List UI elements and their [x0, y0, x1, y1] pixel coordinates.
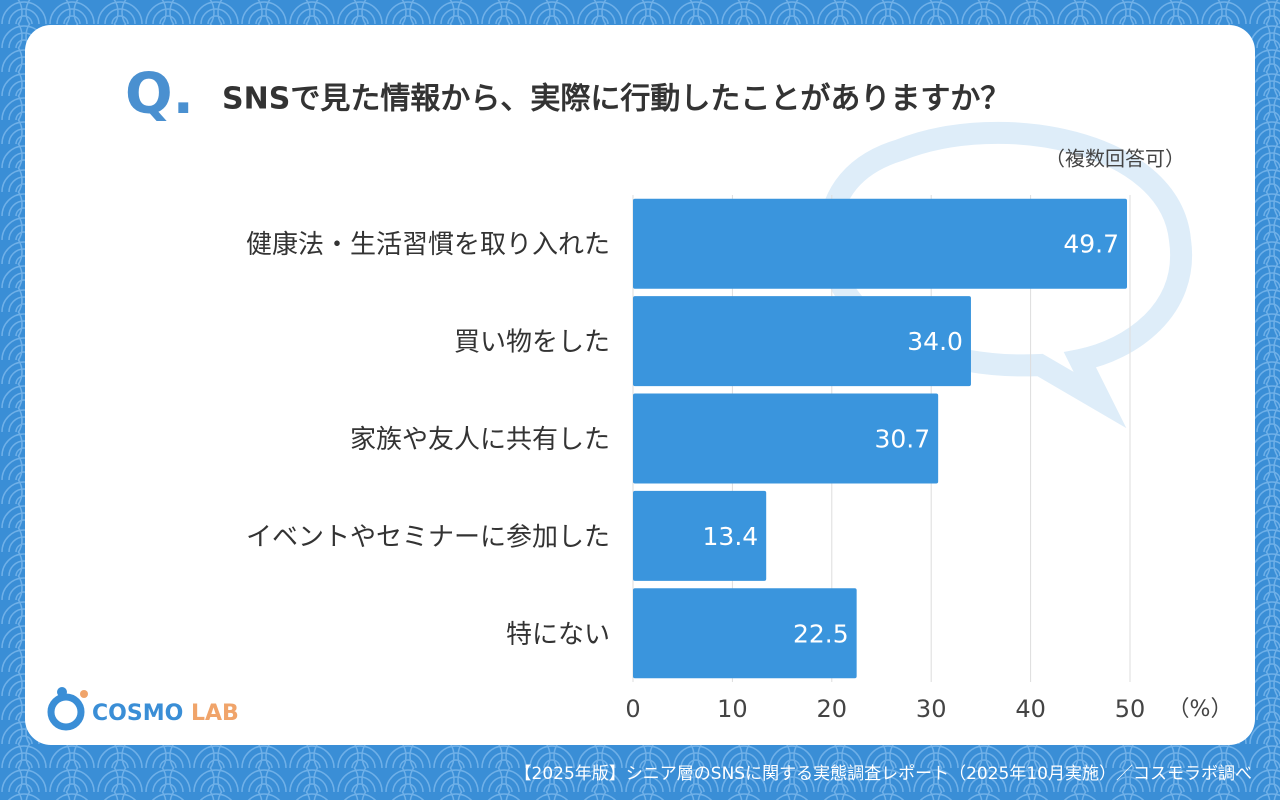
bar	[633, 393, 939, 484]
x-unit: （%）	[1168, 697, 1233, 722]
value-label: 49.7	[1063, 230, 1119, 259]
x-tick-label: 30	[916, 695, 947, 723]
x-tick-label: 40	[1015, 695, 1046, 723]
x-tick-label: 0	[625, 695, 640, 723]
bar	[633, 296, 971, 387]
chart-title: SNSで見た情報から、実際に行動したことがありますか？	[222, 82, 1010, 117]
value-label: 30.7	[874, 425, 930, 454]
logo-main: COSMO	[92, 701, 183, 726]
question-marker: Q.	[125, 62, 194, 127]
category-label: 健康法・生活習慣を取り入れた	[246, 230, 610, 260]
bar	[633, 588, 857, 679]
value-label: 13.4	[703, 522, 759, 551]
logo-text: COSMO LAB	[92, 701, 239, 726]
logo-icon	[80, 690, 88, 698]
x-tick-label: 20	[817, 695, 848, 723]
category-label: イベントやセミナーに参加した	[246, 522, 610, 552]
category-label: 特にない	[506, 620, 610, 650]
subtitle: （複数回答可）	[1045, 147, 1185, 171]
logo-icon	[57, 687, 67, 697]
logo-icon	[47, 693, 85, 731]
source-note: 【2025年版】シニア層のSNSに関する実態調査レポート（2025年10月実施）…	[515, 764, 1252, 784]
category-label: 家族や友人に共有した	[350, 425, 610, 455]
bar	[633, 198, 1128, 289]
x-tick-label: 10	[717, 695, 748, 723]
logo-sub: LAB	[191, 701, 239, 726]
bar	[633, 490, 767, 581]
category-label: 買い物をした	[454, 328, 610, 358]
value-label: 22.5	[793, 619, 849, 648]
value-label: 34.0	[907, 327, 963, 356]
logo: COSMO LAB	[47, 687, 239, 731]
x-tick-label: 50	[1115, 695, 1146, 723]
